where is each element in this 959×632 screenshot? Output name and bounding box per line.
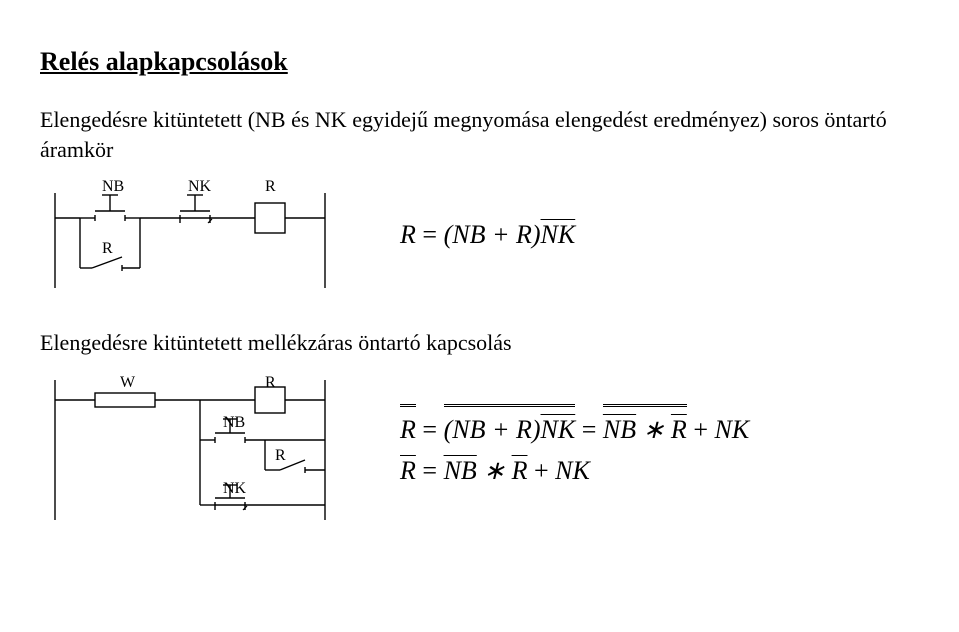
formula-2-mid-a: (NB + R) [444, 415, 541, 444]
label-r-coil: R [265, 178, 276, 195]
section1-description: Elengedésre kitüntetett (NB és NK egyide… [40, 105, 919, 164]
label-nb-2: NB [223, 414, 245, 431]
formula-2-last-b: R [671, 415, 687, 444]
diagram-1: NB R NK [40, 173, 340, 298]
formula-2-last-a: NB [603, 415, 636, 444]
formula-1: R = (NB + R)NK [400, 214, 575, 256]
formula-1-lhs: R [400, 220, 416, 249]
formula-2-mid-b: NK [541, 415, 576, 444]
section2-row: W R NB R [40, 365, 919, 530]
label-nk: NK [188, 178, 212, 195]
formula-2b-a: NB [444, 456, 477, 485]
formula-2b-b: R [512, 456, 528, 485]
label-r-contact-2: R [275, 447, 286, 464]
label-r-contact: R [102, 240, 113, 257]
label-w: W [120, 374, 136, 391]
page-title: Relés alapkapcsolások [40, 47, 919, 77]
formula-1-a: (NB + R) [444, 220, 541, 249]
formula-2b-c: NK [555, 456, 590, 485]
section2-description: Elengedésre kitüntetett mellékzáras önta… [40, 328, 919, 358]
diagram-2: W R NB R [40, 365, 340, 530]
formula-1-b: NK [541, 220, 576, 249]
formula-2-lhs: R [400, 415, 416, 444]
formula-2b-lhs: R [400, 456, 416, 485]
label-r-coil-2: R [265, 374, 276, 391]
label-nk-2: NK [223, 480, 247, 497]
formula-2: R = (NB + R)NK = NB ∗ R + NK R = NB ∗ R … [400, 404, 749, 492]
formula-2-last-c: NK [714, 415, 749, 444]
label-nb: NB [102, 178, 124, 195]
section1-row: NB R NK [40, 173, 919, 298]
